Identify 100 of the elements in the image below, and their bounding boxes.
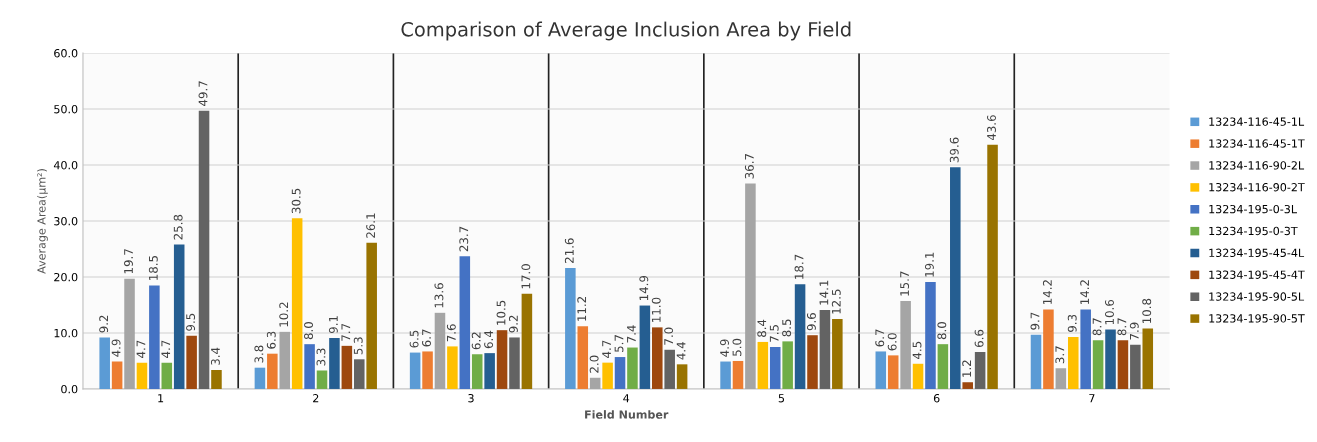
bar	[1142, 328, 1154, 389]
data-label: 13.6	[434, 283, 444, 308]
data-label: 6.3	[266, 331, 276, 349]
y-tick-label: 30.0	[54, 216, 78, 226]
x-tick-label: 1	[158, 394, 164, 403]
data-label: 5.0	[732, 338, 742, 356]
bar	[447, 346, 458, 389]
data-label: 9.5	[186, 313, 196, 331]
data-label: 9.1	[328, 316, 338, 334]
bar	[353, 359, 365, 389]
bar	[577, 326, 589, 389]
data-label: 6.5	[409, 330, 419, 348]
bar	[664, 349, 675, 389]
bar	[173, 244, 185, 389]
data-label: 25.8	[173, 214, 183, 240]
data-label: 6.4	[484, 330, 494, 349]
data-label: 4.7	[136, 340, 146, 358]
data-label: 8.4	[757, 319, 767, 337]
data-label: 6.7	[422, 329, 431, 347]
data-label: 10.2	[279, 302, 289, 327]
data-label: 8.5	[782, 319, 792, 337]
bar	[111, 361, 123, 389]
data-label: 12.5	[831, 289, 841, 314]
bar	[484, 353, 495, 389]
bar	[267, 353, 278, 389]
bar	[496, 330, 508, 389]
bar	[757, 341, 769, 389]
data-label: 36.7	[744, 154, 754, 179]
data-label: 23.7	[459, 226, 469, 252]
data-label: 1.2	[962, 360, 971, 377]
x-tick-label: 5	[778, 394, 785, 403]
legend-label: 13234-195-45-4L	[1209, 248, 1305, 258]
bar	[136, 362, 148, 389]
x-tick-label: 3	[468, 394, 474, 403]
bar	[509, 337, 520, 389]
data-label: 9.3	[1067, 314, 1077, 332]
data-label: 7.5	[769, 325, 779, 342]
data-label: 7.4	[627, 325, 636, 343]
data-label: 9.2	[99, 315, 109, 333]
data-label: 4.9	[720, 339, 729, 357]
data-label: 17.0	[521, 264, 531, 289]
bar	[198, 110, 210, 389]
bar	[720, 361, 731, 389]
bar	[186, 335, 197, 389]
legend-label: 13234-195-45-4T	[1209, 270, 1305, 279]
bar	[987, 144, 998, 389]
bar	[1117, 340, 1129, 389]
bar	[316, 370, 328, 389]
data-label: 19.1	[924, 252, 934, 277]
data-label: 4.9	[111, 339, 121, 357]
bar	[99, 337, 110, 389]
y-tick-label: 10.0	[54, 328, 78, 338]
bar	[291, 218, 303, 389]
data-label: 39.6	[949, 137, 959, 163]
x-axis-title: Field Number	[585, 410, 669, 419]
data-label: 18.7	[794, 254, 804, 279]
data-label: 8.7	[1117, 318, 1127, 336]
data-label: 3.7	[1055, 346, 1065, 364]
data-label: 7.7	[341, 323, 351, 341]
bar	[471, 354, 483, 389]
data-label: 14.9	[639, 275, 649, 301]
data-label: 21.6	[564, 238, 574, 263]
data-label: 10.8	[1142, 298, 1152, 324]
data-label: 9.6	[806, 313, 816, 331]
bar	[782, 341, 793, 389]
bar	[124, 278, 135, 389]
bar	[602, 362, 613, 389]
bar	[962, 382, 973, 389]
bar	[627, 347, 638, 389]
y-tick-label: 60.0	[54, 49, 78, 58]
data-label: 14.2	[1042, 280, 1052, 304]
bar	[769, 346, 781, 389]
bar	[459, 256, 471, 389]
bar	[1055, 368, 1067, 389]
bar	[589, 377, 601, 389]
bar	[639, 305, 651, 389]
data-label: 3.4	[210, 347, 220, 365]
bar	[1067, 336, 1079, 389]
bar	[819, 310, 831, 389]
bar	[304, 344, 315, 389]
bar	[925, 282, 936, 389]
bar	[807, 335, 818, 389]
bar	[329, 338, 340, 389]
data-label: 8.0	[937, 322, 947, 340]
y-axis-title: Average Area(μm²)	[37, 169, 48, 274]
data-label: 10.5	[496, 300, 506, 325]
data-label: 19.7	[124, 249, 133, 274]
data-label: 4.7	[602, 340, 611, 358]
data-label: 5.7	[614, 335, 624, 352]
data-label: 5.3	[353, 337, 363, 355]
data-label: 4.5	[912, 341, 922, 360]
legend-label: 13234-195-0-3L	[1209, 204, 1297, 214]
data-label: 10.6	[1105, 299, 1114, 325]
bar	[1130, 344, 1141, 389]
legend-label: 13234-116-45-1T	[1209, 139, 1305, 148]
bar	[521, 293, 533, 389]
y-tick-label: 50.0	[54, 105, 78, 114]
x-tick-label: 2	[313, 394, 319, 403]
data-label: 2.0	[589, 355, 599, 373]
data-label: 18.5	[148, 255, 158, 280]
